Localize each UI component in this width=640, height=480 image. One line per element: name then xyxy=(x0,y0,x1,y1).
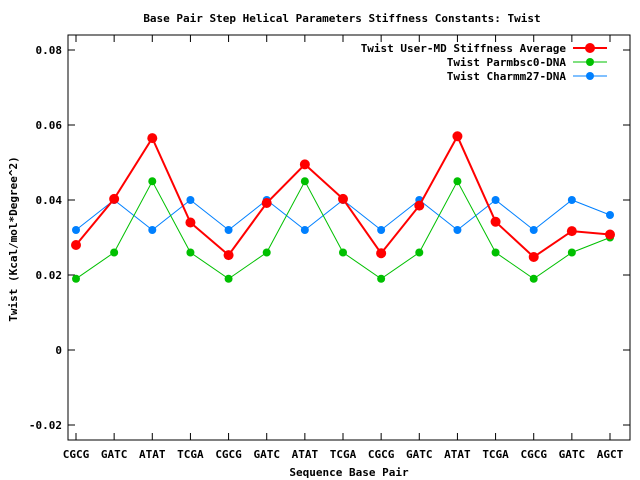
data-point xyxy=(262,248,271,257)
x-tick-label: GATC xyxy=(101,448,128,461)
data-point xyxy=(338,193,348,204)
data-point xyxy=(377,226,386,234)
data-point xyxy=(605,229,615,240)
y-tick-label: 0.04 xyxy=(36,194,63,207)
data-point xyxy=(109,193,120,204)
chart-title: Base Pair Step Helical Parameters Stiffn… xyxy=(143,12,540,25)
data-point xyxy=(186,248,195,257)
data-point xyxy=(185,217,196,228)
y-tick-label: 0.02 xyxy=(36,269,63,282)
series-line xyxy=(75,199,611,231)
data-point xyxy=(490,216,501,227)
data-point xyxy=(529,274,538,283)
data-point xyxy=(491,196,500,204)
y-axis-label: Twist (Kcal/mol*Degree^2) xyxy=(7,156,20,322)
data-point xyxy=(491,248,500,257)
x-tick-label: GATC xyxy=(253,448,280,461)
x-axis-label: Sequence Base Pair xyxy=(289,466,409,479)
data-point xyxy=(377,274,386,283)
x-tick-label: ATAT xyxy=(139,448,166,461)
data-point xyxy=(453,226,462,234)
data-point xyxy=(415,248,424,257)
data-point xyxy=(300,226,309,234)
data-point xyxy=(148,177,157,186)
series-layer xyxy=(71,131,615,283)
x-tick-label: CGCG xyxy=(520,448,547,461)
data-point xyxy=(224,226,233,234)
data-point xyxy=(606,211,614,219)
ticks-layer: -0.02 0 0.02 0.04 0.06 0.08 CGCG GATC ATAT TCGA CG… xyxy=(29,35,630,461)
legend-label: Twist Charmm27-DNA xyxy=(447,70,567,83)
legend-label: Twist Parmbsc0-DNA xyxy=(447,56,567,69)
legend-label: Twist User-MD Stiffness Average xyxy=(361,42,567,55)
data-point xyxy=(453,177,462,186)
x-tick-label: ATAT xyxy=(292,448,319,461)
y-tick-label: 0.06 xyxy=(36,119,63,132)
data-point xyxy=(186,196,195,204)
series-group xyxy=(71,131,615,262)
x-tick-label: TCGA xyxy=(482,448,509,461)
data-point xyxy=(147,133,158,144)
x-tick-label: CGCG xyxy=(215,448,242,461)
y-tick-label: 0 xyxy=(55,344,62,357)
legend-marker xyxy=(585,43,595,53)
x-tick-label: AGCT xyxy=(597,448,624,461)
x-tick-label: TCGA xyxy=(330,448,357,461)
data-point xyxy=(261,198,272,208)
data-point xyxy=(148,226,157,234)
data-point xyxy=(299,159,310,170)
data-point xyxy=(452,131,463,142)
x-tick-label: GATC xyxy=(559,448,586,461)
data-point xyxy=(110,248,119,257)
data-point xyxy=(224,274,233,283)
data-point xyxy=(71,240,81,250)
data-point xyxy=(529,226,538,234)
plot-frame xyxy=(67,34,631,441)
data-point xyxy=(528,252,539,262)
data-point xyxy=(72,274,80,283)
data-point xyxy=(223,250,234,261)
x-tick-label: CGCG xyxy=(63,448,90,461)
x-tick-label: CGCG xyxy=(368,448,395,461)
data-point xyxy=(567,196,576,204)
data-point xyxy=(376,248,387,259)
y-tick-label: -0.02 xyxy=(29,419,62,432)
y-tick-label: 0.08 xyxy=(36,44,63,57)
x-tick-label: GATC xyxy=(406,448,433,461)
legend-marker xyxy=(586,72,594,80)
data-point xyxy=(300,177,309,186)
data-point xyxy=(414,200,425,211)
data-point xyxy=(339,248,347,257)
data-point xyxy=(567,248,576,257)
x-tick-label: TCGA xyxy=(177,448,204,461)
x-tick-label: ATAT xyxy=(444,448,471,461)
data-point xyxy=(566,226,577,237)
series-group xyxy=(72,177,614,283)
legend-marker xyxy=(586,58,594,66)
data-point xyxy=(72,226,80,234)
